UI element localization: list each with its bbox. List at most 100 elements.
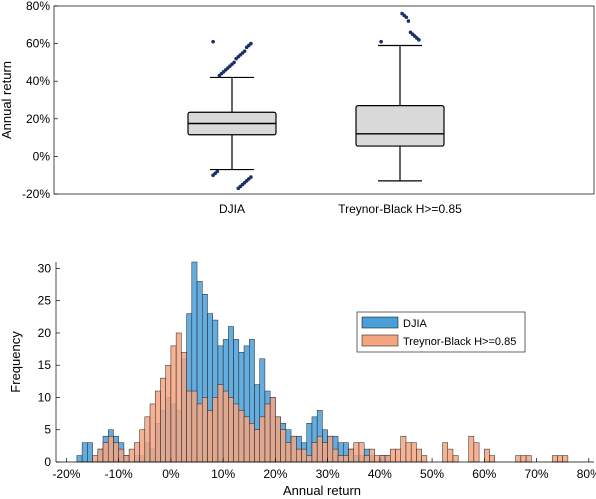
histogram-bar	[202, 397, 208, 463]
histogram-bar	[228, 397, 234, 463]
histogram-bar	[285, 442, 292, 463]
histogram-bar	[222, 390, 229, 463]
histogram-bar	[160, 377, 166, 463]
histogram-bar	[332, 448, 339, 463]
boxplot-panel: -20% 0% 20% 40% 60% 80% DJIA Treynor-Black H>=…	[0, 0, 595, 216]
histogram-bar	[390, 448, 396, 463]
histogram-bar	[442, 442, 448, 463]
histogram-x-tick-label: 30%	[316, 467, 340, 481]
histogram-bar	[118, 448, 125, 463]
histogram-bar	[551, 455, 558, 463]
histogram-bar	[327, 435, 334, 463]
histogram-bar	[421, 455, 428, 463]
histogram-panel: 0 5 10 15 20 25 30 -20% -10% 0% 10% 20% 30% 40% 50% 60…	[8, 261, 596, 498]
histogram-bar	[353, 442, 360, 463]
histogram-bar	[405, 442, 412, 463]
histogram-bar	[473, 442, 480, 463]
histogram-bar	[264, 403, 271, 463]
boxplot-category-label: Treynor-Black H>=0.85	[338, 202, 462, 216]
legend-swatch-treynor-black	[361, 334, 399, 347]
box-iqr	[355, 105, 445, 147]
histogram-bar	[395, 448, 401, 463]
histogram-legend: DJIA Treynor-Black H>=0.85	[356, 311, 526, 353]
histogram-bar	[379, 455, 386, 463]
histogram-bar	[343, 455, 349, 463]
histogram-bar	[515, 455, 522, 463]
histogram-bar	[374, 455, 381, 463]
boxplot-y-axis-label: Annual return	[0, 61, 14, 139]
histogram-bar	[149, 403, 156, 463]
histogram-bar	[384, 455, 391, 463]
boxplot-y-tick-label: 0%	[33, 149, 51, 163]
histogram-x-ticks: -20% -10% 0% 10% 20% 30% 40% 50% 60% 70% 80%	[52, 458, 596, 481]
histogram-bar	[275, 416, 281, 463]
histogram-y-tick-label: 30	[38, 261, 52, 275]
histogram-bar	[410, 442, 417, 463]
histogram-bar	[170, 345, 177, 463]
histogram-bar	[447, 448, 454, 463]
histogram-bar	[102, 442, 109, 463]
histogram-bar	[181, 352, 187, 463]
histogram-bar	[322, 442, 328, 463]
histogram-bar	[134, 442, 140, 463]
histogram-bar	[97, 448, 104, 463]
histogram-bar	[520, 455, 527, 463]
histogram-bar	[191, 390, 198, 463]
histogram-bar	[557, 455, 563, 463]
histogram-bar	[489, 455, 496, 463]
outlier-point	[244, 45, 249, 50]
boxplot-y-tick-label: -20%	[22, 187, 50, 201]
histogram-y-tick-label: 15	[38, 358, 52, 372]
legend-swatch-djia	[361, 316, 399, 329]
outlier-point	[408, 30, 413, 35]
histogram-bar	[144, 416, 151, 463]
histogram-bar	[128, 448, 135, 463]
histogram-bar	[243, 416, 250, 463]
histogram-bar	[92, 455, 99, 463]
legend-label-djia: DJIA	[403, 318, 428, 330]
histogram-x-tick-label: 80%	[577, 467, 596, 481]
outlier-point	[400, 11, 404, 16]
histogram-bar	[562, 455, 569, 463]
outlier-point	[211, 173, 215, 177]
histogram-bar	[296, 448, 302, 463]
outlier-point	[406, 19, 411, 23]
histogram-bar	[290, 435, 297, 463]
histogram-x-tick-label: 10%	[211, 467, 235, 481]
legend-label-treynor-black: Treynor-Black H>=0.85	[403, 336, 516, 348]
outlier-point	[236, 186, 241, 191]
histogram-x-tick-label: 60%	[472, 467, 496, 481]
histogram-x-tick-label: 20%	[263, 467, 287, 481]
histogram-bar	[196, 403, 203, 463]
histogram-bar	[358, 442, 365, 463]
histogram-bar	[238, 410, 245, 463]
boxplot-category-labels: DJIA Treynor-Black H>=0.85	[219, 202, 462, 216]
histogram-bar	[369, 448, 375, 463]
outlier-point	[211, 39, 215, 44]
histogram-y-tick-label: 0	[44, 455, 51, 469]
histogram-bar	[259, 416, 266, 463]
histogram-bar	[301, 448, 307, 463]
histogram-bar	[186, 390, 193, 463]
histogram-bar	[400, 435, 407, 463]
boxplot-marks	[187, 11, 445, 191]
histogram-bar	[107, 435, 114, 463]
boxplot-y-tick-label: 20%	[26, 112, 50, 126]
histogram-y-tick-label: 5	[44, 423, 51, 437]
histogram-bar	[316, 435, 323, 463]
histogram-bar	[87, 442, 93, 463]
histogram-bar	[175, 332, 182, 463]
outlier-point	[379, 39, 383, 44]
histogram-bar	[452, 455, 459, 463]
histogram-y-axis-label: Frequency	[8, 331, 23, 393]
histogram-bar	[363, 455, 370, 463]
histogram-bar	[525, 455, 532, 463]
outlier-point	[234, 56, 238, 61]
histogram-bar	[311, 442, 318, 463]
histogram-bar	[280, 429, 287, 463]
histogram-bar	[165, 364, 172, 463]
histogram-bar	[154, 390, 161, 463]
histogram-x-tick-label: -10%	[105, 467, 133, 481]
histogram-x-tick-label: 50%	[420, 467, 444, 481]
